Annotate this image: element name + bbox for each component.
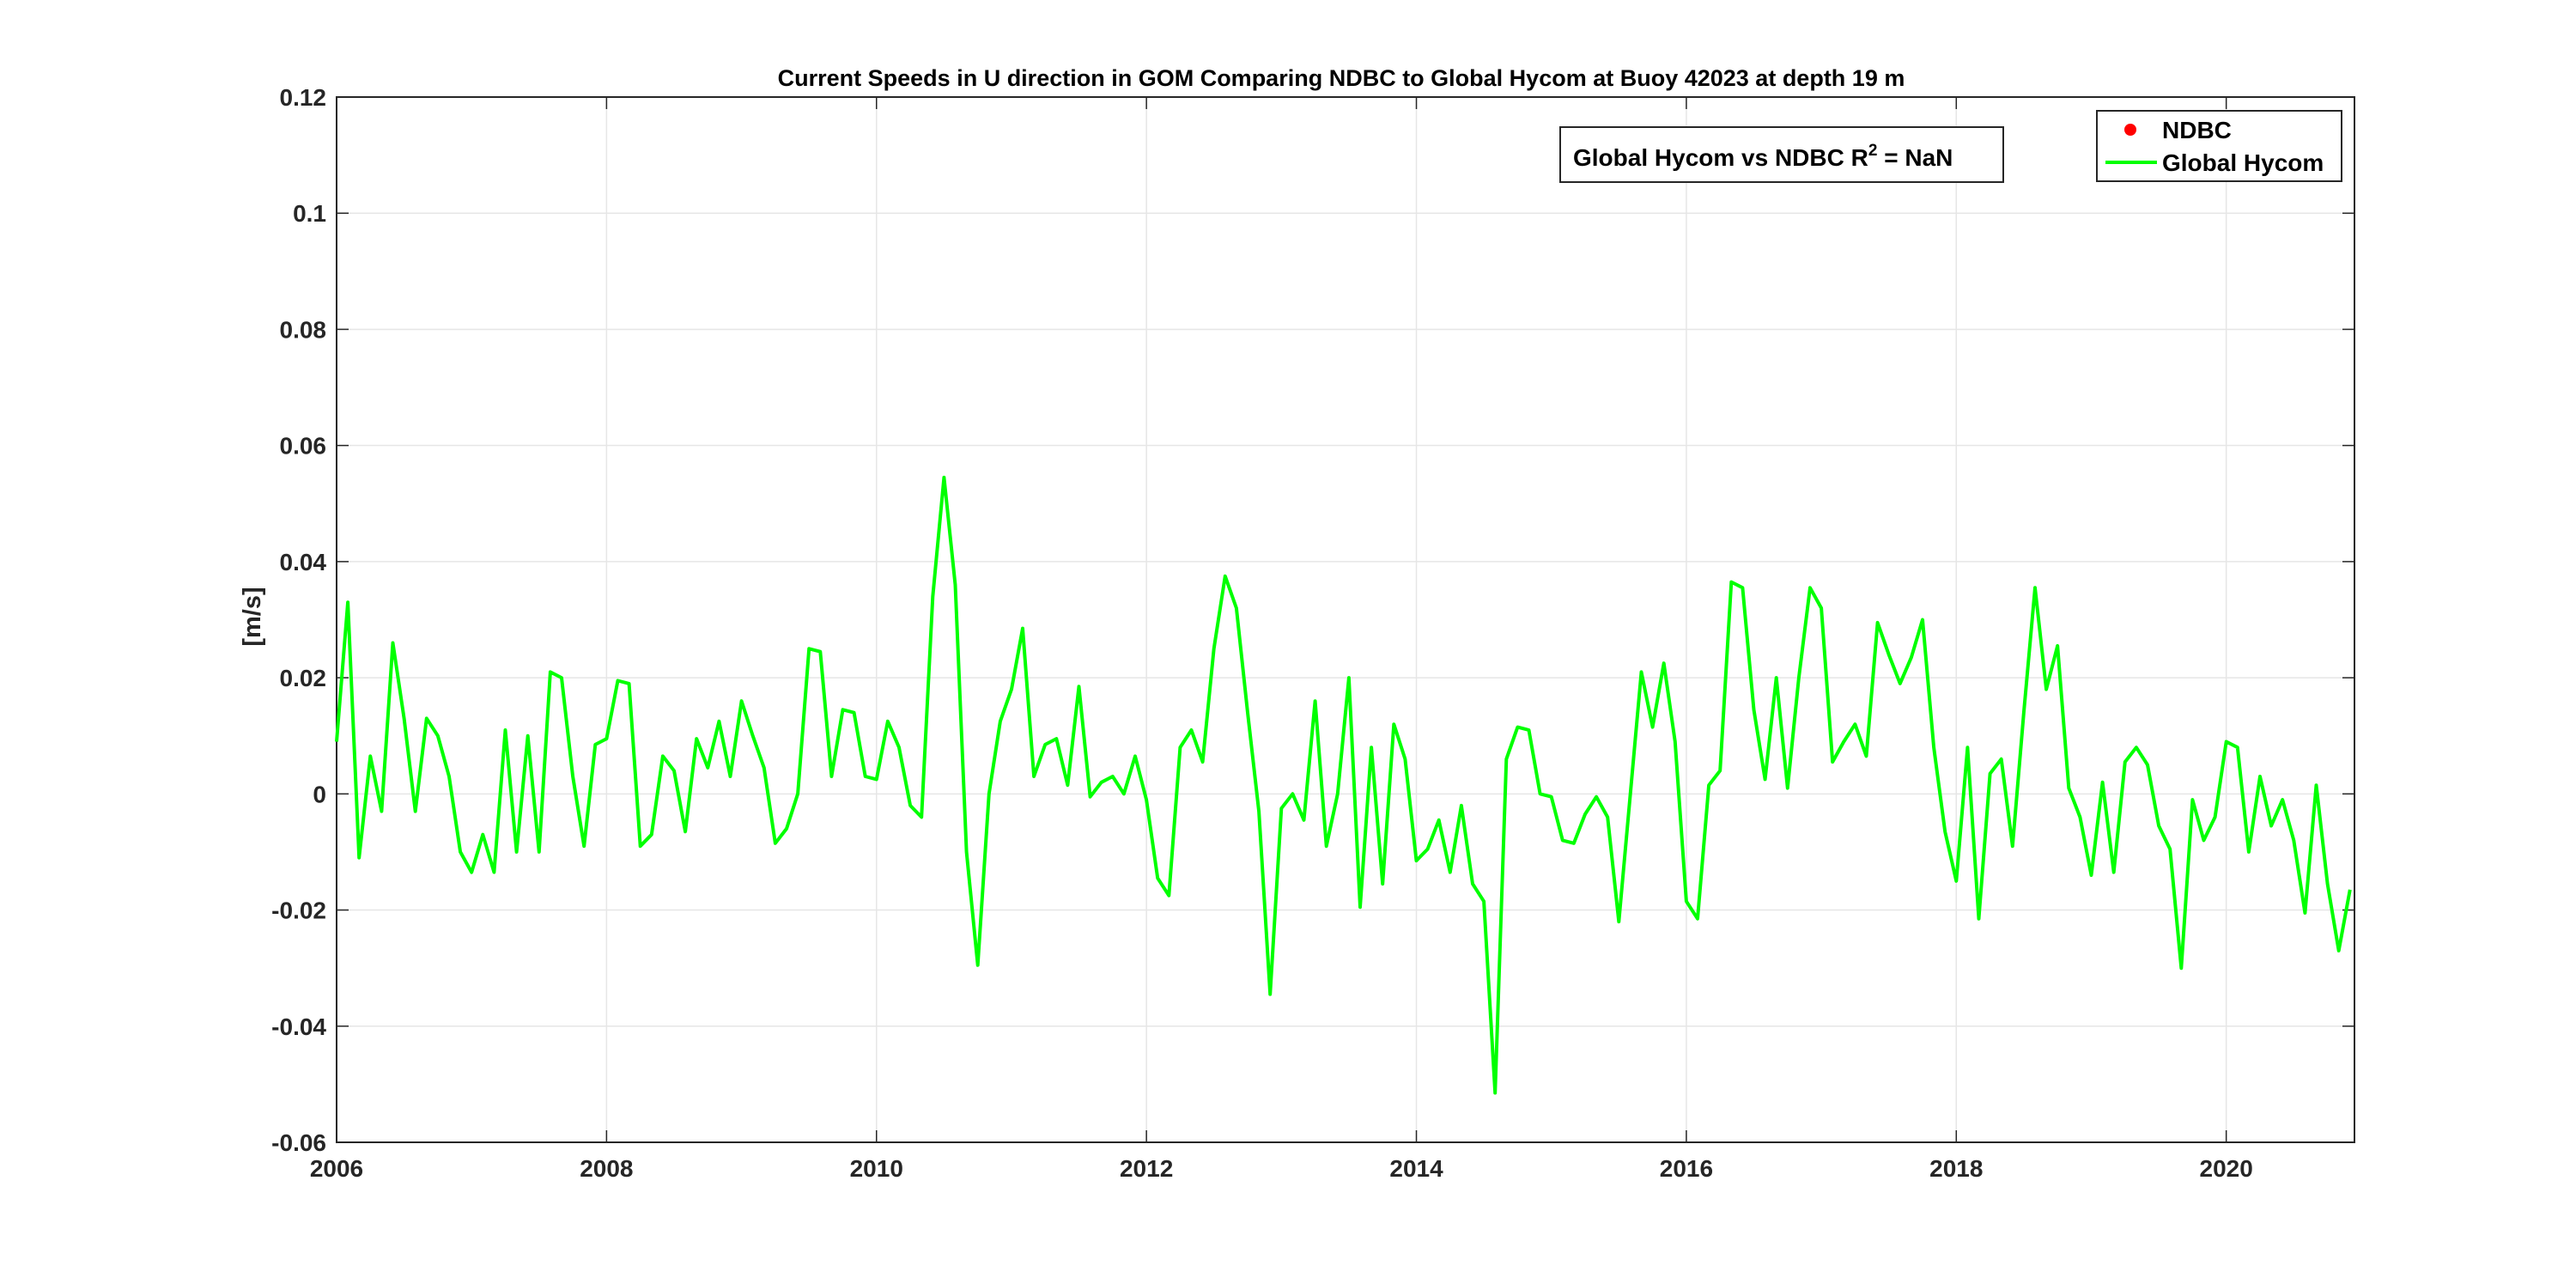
legend-marker-ndbc [2124, 124, 2136, 136]
series-line-global-hycom [335, 475, 2352, 1095]
axes-box [336, 96, 2355, 1143]
chart-title: Current Speeds in U direction in GOM Com… [778, 65, 1905, 91]
y-tick-label: -0.06 [271, 1129, 326, 1156]
annotation-box: Global Hycom vs NDBC R2 = NaN [1559, 126, 2004, 183]
x-tick-label: 2006 [310, 1155, 363, 1182]
x-tick-label: 2020 [2200, 1155, 2253, 1182]
x-tick-label: 2016 [1660, 1155, 1713, 1182]
y-tick-label: -0.04 [271, 1013, 326, 1040]
y-tick-label: 0.1 [293, 200, 326, 227]
annotation-main: Global Hycom vs NDBC R [1573, 144, 1868, 171]
legend-label-global-hycom: Global Hycom [2162, 149, 2324, 176]
y-tick-label: 0 [313, 781, 326, 807]
y-tick-label: -0.02 [271, 898, 326, 924]
annotation-suffix: = NaN [1877, 144, 1953, 171]
x-tick-label: 2014 [1389, 1155, 1443, 1182]
axes [336, 96, 2355, 1143]
y-tick-label: 0.08 [280, 316, 327, 343]
y-tick-label: 0.02 [280, 665, 327, 691]
x-tick-label: 2008 [580, 1155, 633, 1182]
annotation-text: Global Hycom vs NDBC R2 = NaN [1573, 142, 1953, 171]
x-tick-label: 2018 [1929, 1155, 1983, 1182]
y-axis-label: [m/s] [239, 587, 266, 646]
legend-label-ndbc: NDBC [2162, 117, 2232, 143]
y-tick-label: 0.04 [280, 549, 327, 575]
x-tick-label: 2010 [850, 1155, 903, 1182]
annotation-superscript: 2 [1868, 142, 1878, 160]
tick-labels: 2006 2008 2010 2012 2014 2016 2018 2020 -0.06 -0.… [271, 84, 2253, 1182]
y-tick-label: 0.06 [280, 433, 327, 460]
legend: NDBC Global Hycom [2096, 110, 2342, 182]
plot-area [337, 97, 2354, 1142]
y-tick-label: 0.12 [280, 84, 327, 111]
x-tick-label: 2012 [1120, 1155, 1173, 1182]
